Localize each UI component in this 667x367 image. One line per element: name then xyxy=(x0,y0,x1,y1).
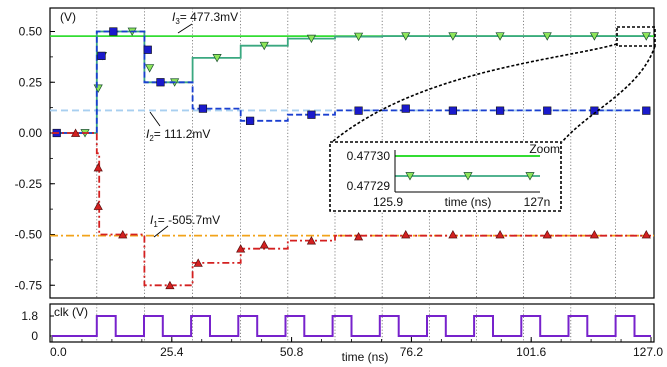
y-unit-label: (V) xyxy=(60,10,76,24)
zoom-connector-right xyxy=(561,45,656,143)
marker-red-8 xyxy=(306,236,317,245)
marker-green-8 xyxy=(306,34,317,44)
reference-leader-l1 xyxy=(153,225,169,238)
marker-blue-2 xyxy=(109,27,118,36)
marker-green-12 xyxy=(495,32,505,41)
marker-green-6 xyxy=(212,54,222,63)
ytick-label-1: -0.50 xyxy=(15,228,43,242)
xtick-label-5: 127.0 xyxy=(633,345,663,359)
reference-leader-l2 xyxy=(149,111,161,127)
marker-green-4 xyxy=(145,64,155,73)
clock-waveform xyxy=(52,315,651,337)
marker-red-6 xyxy=(236,244,246,253)
marker-blue-3 xyxy=(143,45,152,54)
marker-red-11 xyxy=(448,229,458,239)
ytick-label-3: 0.00 xyxy=(19,126,43,140)
marker-blue-10 xyxy=(448,106,458,115)
marker-red-10 xyxy=(401,229,411,239)
clock-plot: 0 1.8 clk (V) 0.0 25.4 50.8 76.2 101.6 127.0 time… xyxy=(21,303,663,364)
marker-red-0 xyxy=(70,128,81,137)
marker-blue-6 xyxy=(245,116,255,125)
clock-label: clk (V) xyxy=(54,305,88,319)
marker-red-3 xyxy=(118,229,128,239)
marker-red-5 xyxy=(193,258,203,267)
marker-red-14 xyxy=(589,229,599,239)
zoom-ytick-label-0: 0.47730 xyxy=(347,149,391,163)
ytick-label-2: -0.25 xyxy=(15,177,43,191)
xtick-label-2: 50.8 xyxy=(280,345,304,359)
reference-leader-l3 xyxy=(177,23,193,34)
marker-blue-11 xyxy=(495,106,505,115)
clock-ytick-label-0: 0 xyxy=(31,329,38,343)
marker-green-7 xyxy=(259,41,269,51)
marker-red-1 xyxy=(93,162,103,172)
marker-green-11 xyxy=(448,32,458,41)
zoom-source-box xyxy=(616,26,656,47)
xtick-label-0: 0.0 xyxy=(50,345,67,359)
reference-label-l1: I1= -505.7mV xyxy=(150,213,220,229)
xtick-label-4: 101.6 xyxy=(516,345,546,359)
reference-label-l2: I2= 111.2mV xyxy=(146,127,210,143)
marker-green-15 xyxy=(641,32,651,41)
zoom-ytick-label-1: 0.47729 xyxy=(347,179,391,193)
marker-blue-4 xyxy=(156,78,165,87)
zoom-marker-0 xyxy=(405,172,415,181)
marker-green-13 xyxy=(542,32,552,41)
ytick-label-5: 0.50 xyxy=(19,25,43,39)
xtick-label-1: 25.4 xyxy=(160,345,184,359)
marker-green-9 xyxy=(353,32,364,42)
series-red xyxy=(52,128,651,290)
marker-red-7 xyxy=(259,240,269,249)
zoom-xtick-label-0: 125.9 xyxy=(373,195,403,209)
marker-blue-1 xyxy=(97,51,106,60)
clock-ytick-label-1: 1.8 xyxy=(21,309,38,323)
marker-red-15 xyxy=(641,229,651,239)
zoom-marker-2 xyxy=(525,172,535,181)
ytick-label-4: 0.25 xyxy=(19,75,43,89)
series-line-blue xyxy=(52,30,651,134)
marker-red-12 xyxy=(495,229,505,239)
marker-red-2 xyxy=(93,201,103,210)
marker-green-14 xyxy=(589,32,599,41)
zoom-xtick-label-1: 127n xyxy=(524,195,551,209)
marker-red-9 xyxy=(353,232,364,241)
marker-blue-5 xyxy=(198,104,208,113)
x-axis-label: time (ns) xyxy=(342,350,389,364)
marker-red-4 xyxy=(165,280,175,290)
zoom-x-axis-label: time (ns) xyxy=(445,195,492,209)
zoom-marker-1 xyxy=(463,172,473,181)
marker-blue-9 xyxy=(401,104,410,113)
marker-blue-14 xyxy=(642,106,651,115)
marker-blue-8 xyxy=(354,106,363,115)
zoom-title: Zoom xyxy=(529,142,560,156)
xtick-label-3: 76.2 xyxy=(400,345,424,359)
reference-label-l3: I3= 477.3mV xyxy=(172,10,238,26)
marker-blue-7 xyxy=(307,110,316,119)
zoom-inset: Zoom 0.47730 0.47729 125.9 127n time (ns) xyxy=(329,26,656,212)
marker-blue-12 xyxy=(543,106,552,115)
ytick-label-0: -0.75 xyxy=(15,278,43,292)
zoom-connector-left xyxy=(331,43,618,143)
marker-red-13 xyxy=(542,229,552,239)
marker-green-10 xyxy=(401,32,411,41)
